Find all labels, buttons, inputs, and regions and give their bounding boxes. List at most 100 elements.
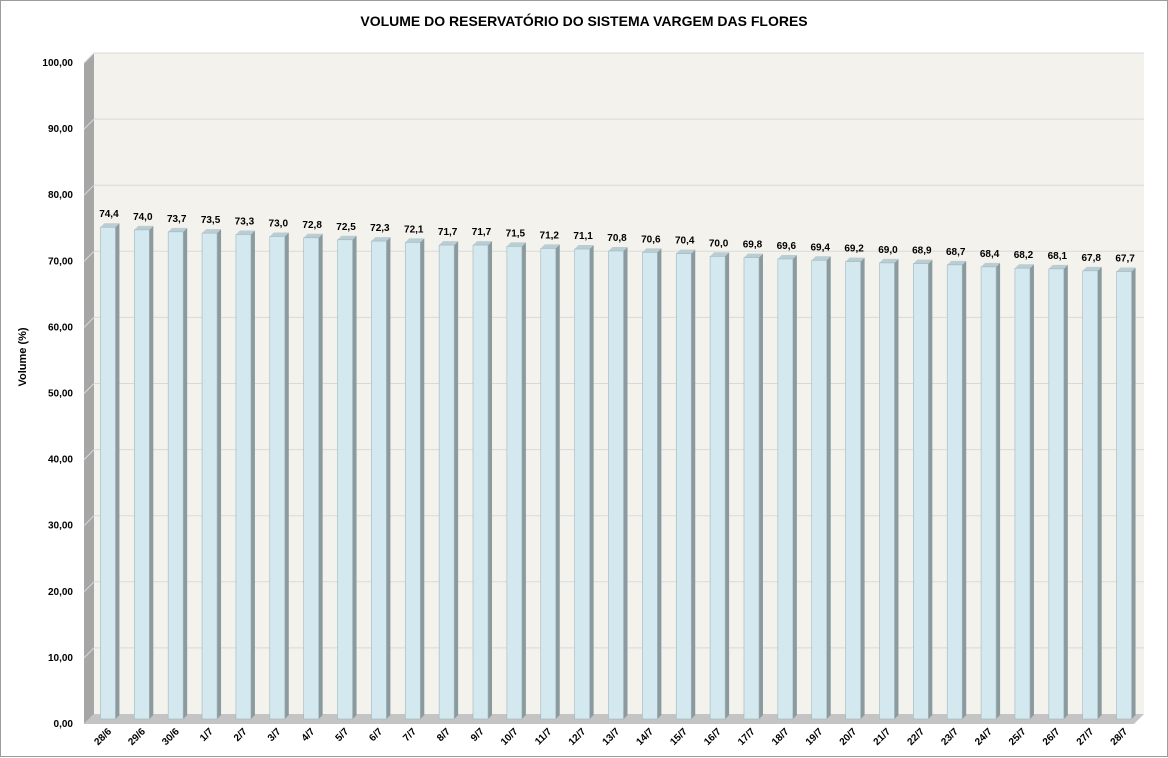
bar-side (1063, 264, 1068, 719)
x-tick-label: 21/7 (872, 726, 894, 748)
bar (608, 250, 624, 720)
bar-top (405, 238, 425, 243)
y-tick-label: 60,00 (48, 322, 73, 333)
gridline-depth (83, 250, 95, 262)
x-tick-label: 30/6 (160, 726, 182, 748)
bar (269, 236, 286, 720)
bar-side (894, 258, 899, 719)
bar-side (1131, 267, 1136, 719)
bar-side (250, 230, 255, 719)
bar (540, 248, 557, 720)
bar-side (386, 237, 391, 720)
bar-side (623, 247, 628, 719)
data-label: 70,0 (709, 238, 729, 249)
bar-side (217, 229, 222, 720)
data-label: 73,5 (201, 215, 221, 226)
bar-side (962, 260, 967, 719)
bar-side (589, 245, 594, 720)
bar (404, 242, 421, 720)
gridline-depth (83, 118, 95, 130)
bar (946, 264, 963, 720)
bar (879, 262, 895, 720)
data-label: 71,7 (472, 227, 492, 238)
bar-top (642, 248, 662, 253)
x-tick-label: 5/7 (334, 726, 352, 744)
bar-side (928, 259, 933, 719)
data-label: 71,2 (540, 230, 560, 241)
bar (235, 234, 252, 720)
bar-top (439, 241, 459, 246)
bar (777, 258, 794, 720)
data-label: 72,8 (302, 220, 322, 231)
bar (709, 256, 726, 720)
gridline-depth (83, 383, 95, 394)
gridline-depth (83, 647, 95, 659)
bar (1048, 268, 1065, 720)
gridline-depth (83, 184, 95, 196)
x-tick-label: 12/7 (567, 726, 589, 748)
bar-side (860, 257, 865, 719)
bar-side (996, 262, 1001, 719)
x-tick-label: 20/7 (838, 726, 860, 748)
bar-side (1097, 266, 1102, 719)
data-label: 72,1 (404, 224, 424, 235)
data-label: 69,0 (878, 245, 898, 256)
x-tick-label: 11/7 (533, 726, 554, 747)
bar (337, 239, 353, 720)
x-tick-label: 25/7 (1007, 726, 1029, 748)
x-tick-label: 15/7 (668, 726, 690, 748)
y-tick-label: 10,00 (48, 653, 73, 664)
gridline-depth (83, 581, 95, 593)
data-label: 74,4 (99, 209, 119, 220)
bar-top (168, 227, 188, 232)
bar-side (488, 241, 493, 720)
bar-side (420, 238, 425, 719)
x-tick-label: 16/7 (702, 726, 724, 748)
data-label: 68,9 (912, 246, 932, 257)
x-tick-label: 8/7 (435, 726, 453, 744)
gridline-depth (83, 52, 95, 64)
chart-title: VOLUME DO RESERVATÓRIO DO SISTEMA VARGEM… (360, 12, 807, 29)
y-tick-label: 100,00 (42, 58, 73, 69)
bar (574, 248, 590, 720)
bar-side (115, 223, 120, 719)
data-label: 73,7 (167, 214, 187, 225)
bar-top (811, 256, 831, 261)
x-tick-label: 1/7 (198, 726, 216, 744)
x-tick-label: 23/7 (939, 726, 961, 748)
gridline-depth (83, 515, 95, 527)
x-tick-label: 24/7 (973, 726, 995, 748)
bar-top (845, 257, 865, 262)
data-label: 69,4 (810, 242, 830, 253)
y-tick-label: 0,00 (54, 719, 74, 730)
data-label: 73,3 (235, 216, 255, 227)
bar-top (202, 229, 222, 234)
bar (1014, 267, 1031, 720)
bar (1116, 271, 1132, 720)
bar-top (235, 230, 255, 235)
bar-top (100, 223, 120, 228)
data-label: 70,8 (607, 233, 627, 244)
x-tick-label: 29/6 (126, 726, 148, 748)
bar (980, 266, 997, 720)
bar-top (269, 232, 289, 237)
bar-side (555, 244, 560, 720)
bar (303, 237, 319, 720)
bar-top (1082, 266, 1102, 271)
data-label: 70,4 (675, 236, 695, 247)
y-axis-label: Volume (%) (17, 327, 29, 386)
x-tick-label: 13/7 (601, 726, 623, 748)
x-tick-label: 22/7 (905, 726, 927, 748)
bar (100, 226, 116, 720)
bar (675, 253, 692, 720)
bar-top (473, 241, 493, 246)
bar-top (574, 245, 594, 250)
data-label: 71,1 (573, 231, 593, 242)
data-label: 68,1 (1048, 251, 1068, 262)
x-tick-label: 10/7 (499, 726, 521, 748)
data-label: 71,7 (438, 227, 458, 238)
y-tick-label: 30,00 (48, 521, 73, 532)
bar-top (371, 237, 391, 242)
x-tick-label: 2/7 (232, 726, 250, 744)
bar-side (758, 253, 763, 719)
